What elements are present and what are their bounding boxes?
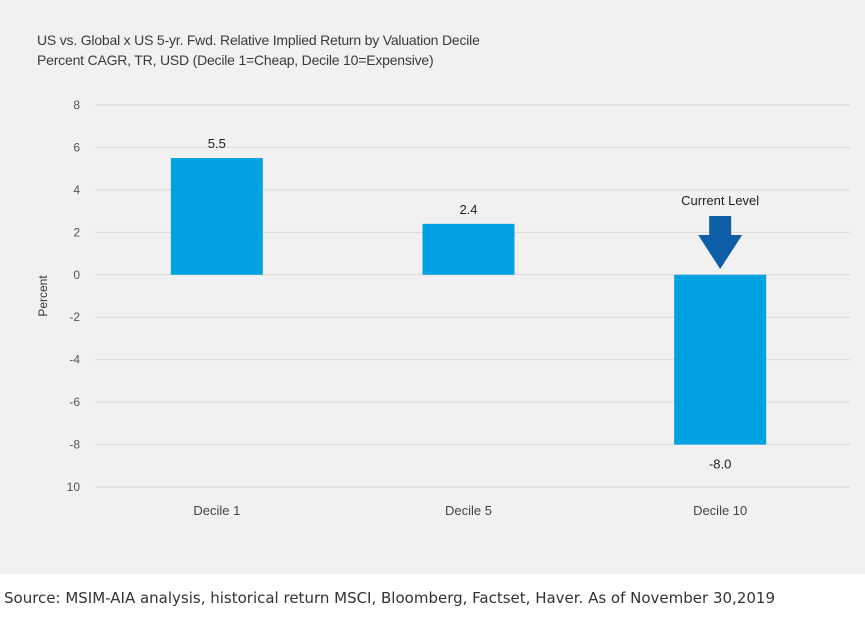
bars xyxy=(170,158,767,445)
value-labels: 5.5 2.4 -8.0 xyxy=(208,136,732,472)
y-tick-label: 4 xyxy=(73,183,80,197)
x-tick-label: Decile 10 xyxy=(693,503,747,518)
value-label: -8.0 xyxy=(709,457,731,472)
y-tick-label: 2 xyxy=(73,225,80,239)
y-tick-label: -2 xyxy=(69,310,80,324)
y-tick-label: -4 xyxy=(69,353,80,367)
y-axis-label: Percent xyxy=(36,275,50,317)
y-tick-label: 10 xyxy=(67,480,81,494)
value-label: 5.5 xyxy=(208,136,226,151)
bar xyxy=(422,223,515,275)
source-note: Source: MSIM-AIA analysis, historical re… xyxy=(4,589,775,607)
annotation-label: Current Level xyxy=(681,193,759,208)
x-axis-labels: Decile 1 Decile 5 Decile 10 xyxy=(193,503,747,518)
y-axis-ticks: 8 6 4 2 0 -2 -4 -6 -8 10 xyxy=(67,98,81,494)
y-tick-label: 6 xyxy=(73,140,80,154)
y-tick-label: -8 xyxy=(69,438,80,452)
y-tick-label: 0 xyxy=(73,268,80,282)
y-tick-label: -6 xyxy=(69,395,80,409)
chart-subtitle: Percent CAGR, TR, USD (Decile 1=Cheap, D… xyxy=(37,52,434,68)
down-arrow-icon xyxy=(698,216,743,269)
bar xyxy=(170,158,263,275)
y-tick-label: 8 xyxy=(73,98,80,112)
x-tick-label: Decile 1 xyxy=(193,503,240,518)
x-tick-label: Decile 5 xyxy=(445,503,492,518)
annotation: Current Level xyxy=(681,193,759,269)
value-label: 2.4 xyxy=(459,202,477,217)
chart-title: US vs. Global x US 5-yr. Fwd. Relative I… xyxy=(37,32,480,48)
bar xyxy=(674,274,767,445)
